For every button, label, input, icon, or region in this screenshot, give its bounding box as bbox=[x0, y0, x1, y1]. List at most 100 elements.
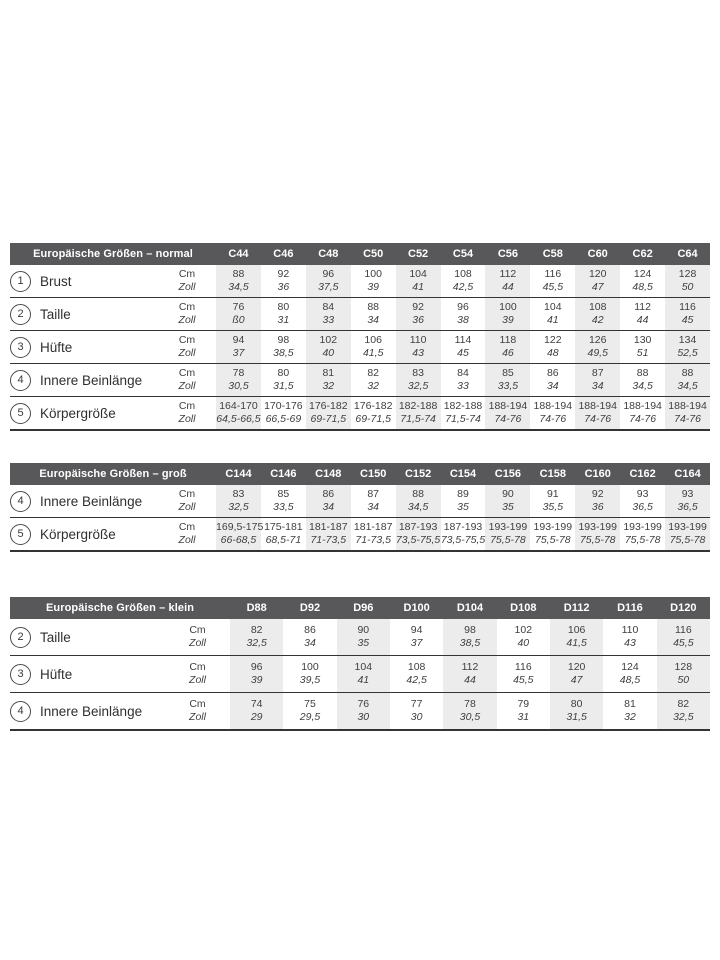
measure-label: Brust bbox=[40, 273, 72, 289]
size-column-header: C150 bbox=[350, 463, 396, 485]
zoll-value: 36,5 bbox=[632, 501, 653, 513]
value-cell: 83 32,5 bbox=[216, 485, 261, 518]
size-column-header: C64 bbox=[665, 243, 710, 265]
measure-label: Taille bbox=[40, 629, 71, 645]
zoll-value: 50 bbox=[681, 281, 694, 293]
unit-zoll-label: Zoll bbox=[178, 314, 196, 326]
zoll-value: 34 bbox=[546, 380, 559, 392]
unit-cm-label: Cm bbox=[178, 301, 196, 313]
size-column-header: D116 bbox=[603, 597, 657, 619]
cm-value: 91 bbox=[546, 488, 559, 500]
table-row: 5 Körpergröße Cm Zoll 164-170 64,5-66,5 170-17… bbox=[10, 396, 710, 430]
cm-value: 79 bbox=[517, 698, 530, 710]
zoll-value: 75,5-78 bbox=[490, 534, 526, 546]
zoll-value: 75,5-78 bbox=[535, 534, 571, 546]
value-cell: 130 51 bbox=[620, 330, 666, 364]
value-cell: 106 41,5 bbox=[550, 619, 603, 656]
zoll-value: 45 bbox=[681, 314, 694, 326]
measure-number-badge: 5 bbox=[10, 402, 31, 424]
cm-value: 134 bbox=[678, 334, 697, 346]
measure-label: Hüfte bbox=[40, 339, 73, 355]
zoll-value: 31,5 bbox=[273, 380, 294, 392]
zoll-value: 43 bbox=[412, 347, 424, 359]
zoll-value: 35,5 bbox=[542, 501, 564, 513]
cm-value: 78 bbox=[232, 367, 245, 379]
cm-value: 84 bbox=[322, 301, 335, 313]
value-cell: 87 34 bbox=[351, 485, 396, 518]
zoll-value: 32 bbox=[624, 711, 636, 723]
value-cell: 181-187 71-73,5 bbox=[305, 517, 351, 551]
cm-value: 82 bbox=[250, 624, 263, 636]
unit-cell: Cm Zoll bbox=[158, 485, 216, 518]
unit-zoll-label: Zoll bbox=[189, 674, 206, 686]
zoll-value: 69-71,5 bbox=[310, 413, 347, 425]
size-column-header: D108 bbox=[496, 597, 550, 619]
value-cell: 126 49,5 bbox=[575, 330, 621, 364]
value-cell: 78 30,5 bbox=[443, 692, 497, 730]
cm-value: 85 bbox=[502, 367, 514, 379]
size-table: Europäische Größen – klein D88 D92 D96 D100 D… bbox=[10, 597, 710, 731]
zoll-value: 30 bbox=[357, 711, 370, 723]
cm-value: 83 bbox=[412, 367, 424, 379]
size-column-header: C146 bbox=[260, 463, 306, 485]
table-row: 3 Hüfte Cm Zoll 94 37 98 38,5 102 40 106 41,5 110 43 1… bbox=[10, 330, 710, 364]
cm-value: 188-194 bbox=[578, 400, 617, 412]
table-title: Europäische Größen – groß bbox=[10, 463, 217, 485]
zoll-value: 50 bbox=[677, 674, 690, 686]
measure-number-badge: 5 bbox=[10, 523, 31, 545]
cm-value: 116 bbox=[514, 661, 532, 673]
value-cell: 102 40 bbox=[497, 619, 550, 656]
zoll-value: 66,5-69 bbox=[265, 413, 302, 425]
zoll-value: 40 bbox=[517, 637, 530, 649]
zoll-value: 48,5 bbox=[619, 674, 641, 686]
cm-value: 92 bbox=[412, 301, 424, 313]
zoll-value: 75,5-78 bbox=[669, 534, 706, 546]
measure-label: Körpergröße bbox=[40, 405, 116, 421]
value-cell: 188-194 74-76 bbox=[485, 396, 531, 430]
cm-value: 108 bbox=[407, 661, 426, 673]
zoll-value: 74-76 bbox=[539, 413, 567, 425]
value-cell: 81 32 bbox=[603, 692, 657, 730]
value-cell: 90 35 bbox=[337, 619, 390, 656]
zoll-value: 43 bbox=[624, 637, 636, 649]
value-cell: 118 46 bbox=[485, 330, 531, 364]
zoll-value: 69-71,5 bbox=[355, 413, 391, 425]
cm-value: 122 bbox=[544, 334, 562, 346]
zoll-value: 39,5 bbox=[299, 674, 321, 686]
cm-value: 80 bbox=[277, 301, 290, 313]
value-cell: 100 39 bbox=[485, 297, 531, 331]
cm-value: 176-182 bbox=[309, 400, 348, 412]
zoll-value: 32,5 bbox=[673, 711, 694, 723]
measure-label-cell: 4 Innere Beinlänge bbox=[10, 363, 158, 397]
zoll-value: 41 bbox=[357, 674, 370, 686]
cm-value: 128 bbox=[674, 661, 693, 673]
value-cell: 100 39,5 bbox=[283, 655, 337, 693]
zoll-value: 45,5 bbox=[513, 674, 534, 686]
value-cell: 93 36,5 bbox=[665, 485, 710, 518]
cm-value: 98 bbox=[464, 624, 476, 636]
zoll-value: 74-76 bbox=[674, 413, 701, 425]
table-row: 4 Innere Beinlänge Cm Zoll 74 29 75 29,5 76 30 77 3… bbox=[10, 692, 710, 730]
unit-cell: Cm Zoll bbox=[158, 265, 216, 298]
cm-value: 124 bbox=[621, 661, 639, 673]
size-column-header: D92 bbox=[283, 597, 337, 619]
value-cell: 91 35,5 bbox=[530, 485, 575, 518]
cm-value: 76 bbox=[232, 301, 245, 313]
zoll-value: 41 bbox=[546, 314, 559, 326]
value-cell: 80 31,5 bbox=[260, 363, 306, 397]
value-cell: 176-182 69-71,5 bbox=[305, 396, 351, 430]
value-cell: 74 29 bbox=[230, 692, 284, 730]
zoll-value: 30 bbox=[410, 711, 423, 723]
table-header-row: Europäische Größen – klein D88 D92 D96 D100 D… bbox=[10, 597, 710, 619]
value-cell: 89 35 bbox=[441, 485, 486, 518]
cm-value: 120 bbox=[588, 268, 607, 280]
cm-value: 188-194 bbox=[668, 400, 707, 412]
cm-value: 187-193 bbox=[398, 521, 438, 533]
unit-cell: Cm Zoll bbox=[158, 517, 217, 551]
value-cell: 106 41,5 bbox=[350, 330, 396, 364]
cm-value: 175-181 bbox=[264, 521, 303, 533]
zoll-value: 71-73,5 bbox=[310, 534, 347, 546]
zoll-value: 33,5 bbox=[497, 380, 519, 392]
value-cell: 104 41 bbox=[336, 655, 390, 693]
value-cell: 98 38,5 bbox=[443, 619, 496, 656]
